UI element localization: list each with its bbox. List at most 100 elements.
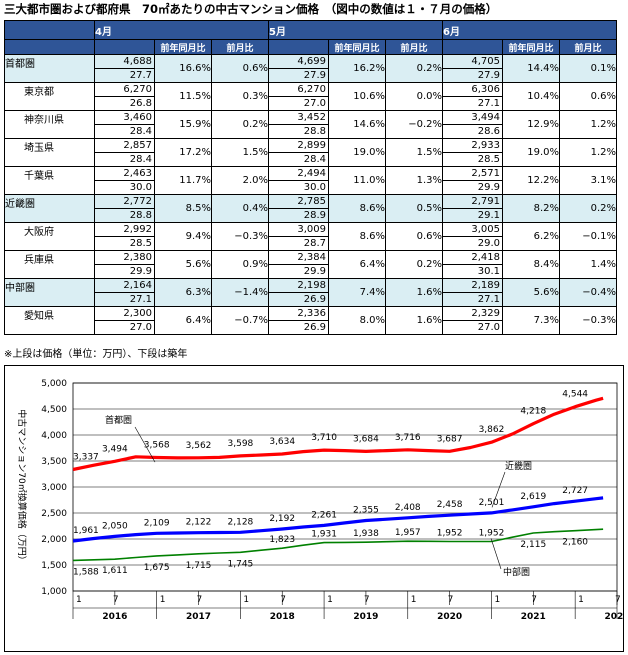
price-value: 2,164 xyxy=(95,279,154,293)
price-age-cell: 3,452 28.8 xyxy=(268,110,329,139)
price-value: 3,452 xyxy=(269,111,328,125)
data-label: 3,598 xyxy=(228,439,254,449)
table-row: 大阪府 2,992 28.5 9.4% −0.3% 3,009 28.7 8.6% 0.6% 3,… xyxy=(4,222,617,251)
price-value: 3,009 xyxy=(269,223,328,237)
price-age-cell: 4,705 27.9 xyxy=(442,54,503,83)
data-label: 3,562 xyxy=(186,441,212,451)
leader-line xyxy=(134,426,156,463)
data-label: 2,128 xyxy=(228,517,254,527)
yoy-value: 14.6% xyxy=(328,110,386,139)
data-label: 2,458 xyxy=(437,500,463,510)
price-value: 2,329 xyxy=(443,307,502,321)
y-tick-label: 1,000 xyxy=(41,587,67,597)
data-label: 2,192 xyxy=(269,514,295,524)
mom-value: 0.6% xyxy=(211,54,269,83)
building-age-value: 28.5 xyxy=(129,238,152,249)
price-value: 2,336 xyxy=(269,307,328,321)
price-value: 2,899 xyxy=(269,139,328,153)
leader-line xyxy=(490,538,502,570)
x-month-label: 7 xyxy=(113,595,119,605)
series-name-label: 首都圏 xyxy=(105,414,132,426)
mom-value: −0.4% xyxy=(559,278,617,307)
data-label: 3,710 xyxy=(311,433,337,443)
table-row: 愛知県 2,300 27.0 6.4% −0.7% 2,336 26.9 8.0% 1.6% 2,… xyxy=(4,306,617,335)
building-age-value: 29.9 xyxy=(477,182,500,193)
x-month-label: 7 xyxy=(197,595,203,605)
mom-value: 0.2% xyxy=(211,110,269,139)
x-year-label: 2022 xyxy=(604,612,623,622)
region-label: 大阪府 xyxy=(4,222,95,251)
yoy-value: 16.2% xyxy=(328,54,386,83)
price-age-cell: 6,270 27.0 xyxy=(268,82,329,111)
yoy-value: 8.6% xyxy=(328,194,386,223)
mom-value: 0.1% xyxy=(559,54,617,83)
price-col-header xyxy=(442,39,503,55)
data-label: 3,568 xyxy=(144,440,170,450)
building-age-value: 27.0 xyxy=(477,322,500,333)
building-age-value: 28.7 xyxy=(303,238,326,249)
region-label: 神奈川県 xyxy=(4,110,95,139)
mom-value: 0.6% xyxy=(385,222,443,251)
yoy-value: 7.4% xyxy=(328,278,386,307)
yoy-value: 11.0% xyxy=(328,166,386,195)
table-row: 神奈川県 3,460 28.4 15.9% 0.2% 3,452 28.8 14.6% −0.2… xyxy=(4,110,617,139)
y-tick-label: 2,500 xyxy=(41,509,67,519)
price-age-cell: 2,857 28.4 xyxy=(94,138,155,167)
y-axis-label: 中古マンション70㎡換算価格（万円） xyxy=(16,409,28,564)
mom-value: 0.2% xyxy=(385,250,443,279)
data-label: 2,501 xyxy=(479,498,505,508)
x-month-label: 7 xyxy=(615,595,621,605)
line-chart: 1,000 1,500 2,000 2,500 3,000 3,500 4,000 4,500… xyxy=(16,379,623,622)
building-age-value: 27.9 xyxy=(303,70,326,81)
month-header: 4月 xyxy=(94,20,269,40)
region-label: 東京都 xyxy=(4,82,95,111)
x-month-label: 1 xyxy=(411,595,417,605)
price-value: 2,933 xyxy=(443,139,502,153)
data-label: 1,952 xyxy=(437,528,463,538)
building-age-value: 28.4 xyxy=(303,154,326,165)
x-month-label: 1 xyxy=(160,595,166,605)
x-month-label: 7 xyxy=(531,595,537,605)
price-age-cell: 2,300 27.0 xyxy=(94,306,155,335)
mom-value: 3.1% xyxy=(559,166,617,195)
yoy-value: 8.6% xyxy=(328,222,386,251)
y-tick-label: 3,000 xyxy=(41,483,67,493)
x-month-label: 1 xyxy=(243,595,249,605)
building-age-value: 28.8 xyxy=(129,210,152,221)
yoy-value: 5.6% xyxy=(154,250,212,279)
month-header: 5月 xyxy=(268,20,443,40)
price-age-cell: 4,699 27.9 xyxy=(268,54,329,83)
footnote: ※上段は価格（単位：万円）、下段は築年 xyxy=(4,349,188,360)
x-month-label: 1 xyxy=(494,595,500,605)
mom-value: 1.5% xyxy=(385,138,443,167)
price-age-cell: 3,005 29.0 xyxy=(442,222,503,251)
price-col-header xyxy=(268,39,329,55)
price-age-cell: 2,933 28.5 xyxy=(442,138,503,167)
x-year-label: 2021 xyxy=(521,612,546,622)
x-month-label: 1 xyxy=(76,595,82,605)
mom-value: 1.6% xyxy=(385,306,443,335)
table-row: 埼玉県 2,857 28.4 17.2% 1.5% 2,899 28.4 19.0% 1.5% 2… xyxy=(4,138,617,167)
yoy-value: 9.4% xyxy=(154,222,212,251)
mom-col-header: 前月比 xyxy=(385,39,443,55)
mom-value: 1.5% xyxy=(211,138,269,167)
building-age-value: 29.1 xyxy=(477,210,500,221)
mom-value: −0.7% xyxy=(211,306,269,335)
region-label: 愛知県 xyxy=(4,306,95,335)
data-label: 1,611 xyxy=(102,566,128,576)
mom-value: 0.4% xyxy=(211,194,269,223)
yoy-value: 8.4% xyxy=(502,250,560,279)
data-label: 3,634 xyxy=(269,437,295,447)
price-value: 3,494 xyxy=(443,111,502,125)
price-value: 4,699 xyxy=(269,55,328,69)
data-label: 1,675 xyxy=(144,563,170,573)
x-year-label: 2016 xyxy=(102,612,127,622)
price-value: 2,571 xyxy=(443,167,502,181)
building-age-value: 30.0 xyxy=(129,182,152,193)
data-label: 2,109 xyxy=(144,518,170,528)
price-value: 2,772 xyxy=(95,195,154,209)
mom-value: 0.9% xyxy=(211,250,269,279)
building-age-value: 28.4 xyxy=(129,126,152,137)
data-label: 1,957 xyxy=(395,528,421,538)
yoy-value: 12.9% xyxy=(502,110,560,139)
